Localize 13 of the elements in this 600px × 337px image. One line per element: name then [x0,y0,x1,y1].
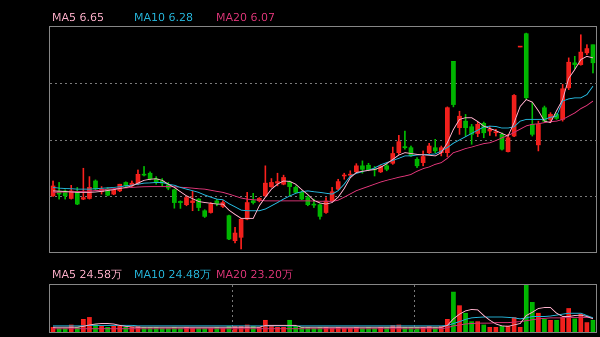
bar [548,320,553,332]
bar [572,318,578,332]
text: MA20 23.20万 [216,268,294,281]
text: MA10 6.28 [134,11,194,24]
text: MA10 24.48万 [134,268,212,281]
text: MA5 6.65 [52,11,106,24]
bar [481,324,486,332]
text: MA20 6.07 [216,11,276,24]
text: MA5 24.58万 [52,268,124,281]
bar [590,320,596,332]
bar [451,292,456,332]
bar [542,318,547,332]
bar [554,320,559,332]
